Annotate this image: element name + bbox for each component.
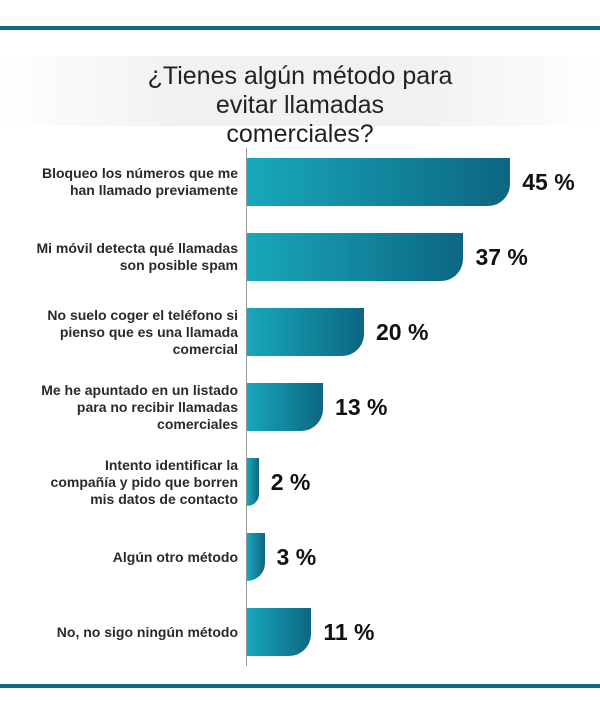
bar <box>247 608 312 656</box>
value-label: 2 % <box>270 469 311 495</box>
title-background <box>0 56 600 126</box>
axis-line <box>246 148 247 666</box>
category-label: No, no sigo ningún método <box>56 623 238 640</box>
bar <box>247 533 265 581</box>
category-label: Me he apuntado en un listado para no rec… <box>41 381 238 432</box>
top-rule <box>0 26 600 30</box>
value-label: 37 % <box>475 244 528 270</box>
bottom-rule <box>0 684 600 688</box>
value-label: 3 % <box>276 544 317 570</box>
bar <box>247 458 259 506</box>
value-label: 45 % <box>522 169 575 195</box>
category-label: No suelo coger el teléfono si pienso que… <box>47 306 238 357</box>
bar <box>247 233 464 281</box>
chart-title: ¿Tienes algún método para evitar llamada… <box>147 62 453 148</box>
category-label: Algún otro método <box>112 548 238 565</box>
value-label: 20 % <box>376 319 429 345</box>
value-label: 11 % <box>323 619 375 645</box>
bar <box>247 383 324 431</box>
category-label: Intento identificar la compañía y pido q… <box>50 456 238 507</box>
bar <box>247 308 364 356</box>
value-label: 13 % <box>335 394 388 420</box>
category-label: Bloqueo los números que me han llamado p… <box>41 165 238 198</box>
category-label: Mi móvil detecta qué llamadas son posibl… <box>36 240 238 273</box>
bar <box>247 158 511 206</box>
